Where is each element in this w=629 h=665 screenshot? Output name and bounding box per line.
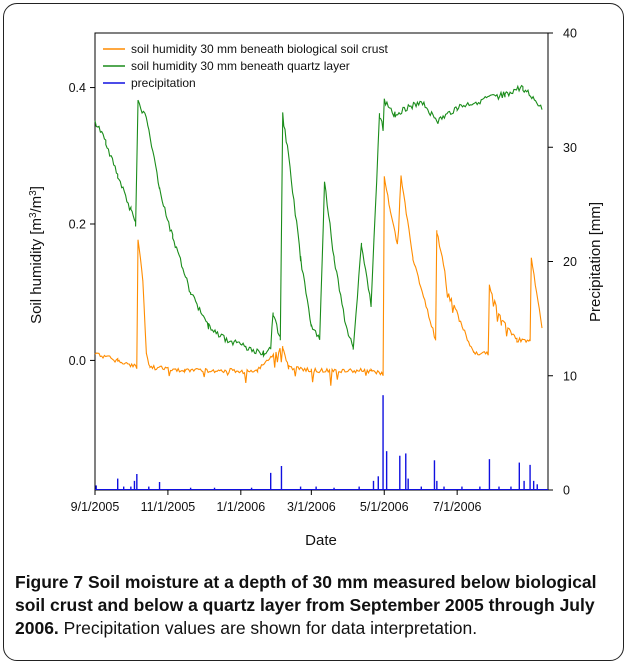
series-layer <box>94 84 548 490</box>
legend-label-0: soil humidity 30 mm beneath biological s… <box>131 42 388 56</box>
y-label-sup-1: 3 <box>28 212 39 218</box>
legend: soil humidity 30 mm beneath biological s… <box>103 42 388 90</box>
y-right-tick-label-1: 10 <box>563 369 577 383</box>
y-left-tick-label-0: 0.0 <box>69 354 86 368</box>
y-label-sup-2: 3 <box>28 190 39 196</box>
x-tick-label-3: 3/1/2006 <box>287 500 336 514</box>
y-right-tick-label-0: 0 <box>563 484 570 498</box>
figure-caption: Figure 7 Soil moisture at a depth of 30 … <box>15 571 615 640</box>
x-axis-label: Date <box>305 532 337 549</box>
series-line-1 <box>94 84 543 358</box>
x-tick-label-4: 5/1/2006 <box>360 500 409 514</box>
y-right-tick-label-2: 20 <box>563 255 577 269</box>
y-left-tick-label-1: 0.2 <box>69 217 86 231</box>
y-label-suffix: ] <box>28 186 45 190</box>
x-tick-label-2: 1/1/2006 <box>216 500 265 514</box>
x-tick-label-5: 7/1/2006 <box>433 500 482 514</box>
y-label-prefix: Soil humidity [m <box>28 218 45 324</box>
caption-title: Soil moisture at a depth of 30 mm measur… <box>15 572 597 638</box>
axes-layer: 9/1/2005 11/1/2005 1/1/2006 3/1/2006 5/1/200… <box>69 27 577 515</box>
legend-label-1: soil humidity 30 mm beneath quartz layer <box>131 59 350 73</box>
plot-frame <box>94 32 549 491</box>
y-label-mid: /m <box>28 196 45 213</box>
y-right-tick-label-3: 30 <box>563 141 577 155</box>
x-tick-label-1: 11/1/2005 <box>141 500 196 514</box>
svg-text:Soil humidity [m3/m3]: Soil humidity [m3/m3] <box>28 186 46 324</box>
figure-frame <box>3 3 624 661</box>
y-axis-right-label: Precipitation [mm] <box>587 202 604 322</box>
caption-figure-label: Figure 7 <box>15 572 84 592</box>
plot-area <box>94 32 549 491</box>
caption-note: Precipitation values are shown for data … <box>58 618 478 638</box>
legend-label-2: precipitation <box>131 76 196 90</box>
y-right-tick-label-4: 40 <box>563 27 577 41</box>
y-left-tick-label-2: 0.4 <box>69 81 86 95</box>
x-tick-label-0: 9/1/2005 <box>71 500 120 514</box>
series-line-0 <box>94 175 543 386</box>
y-axis-left-label: Soil humidity [m3/m3] <box>28 186 46 324</box>
soil-humidity-chart: 9/1/2005 11/1/2005 1/1/2006 3/1/2006 5/1/200… <box>28 27 605 550</box>
